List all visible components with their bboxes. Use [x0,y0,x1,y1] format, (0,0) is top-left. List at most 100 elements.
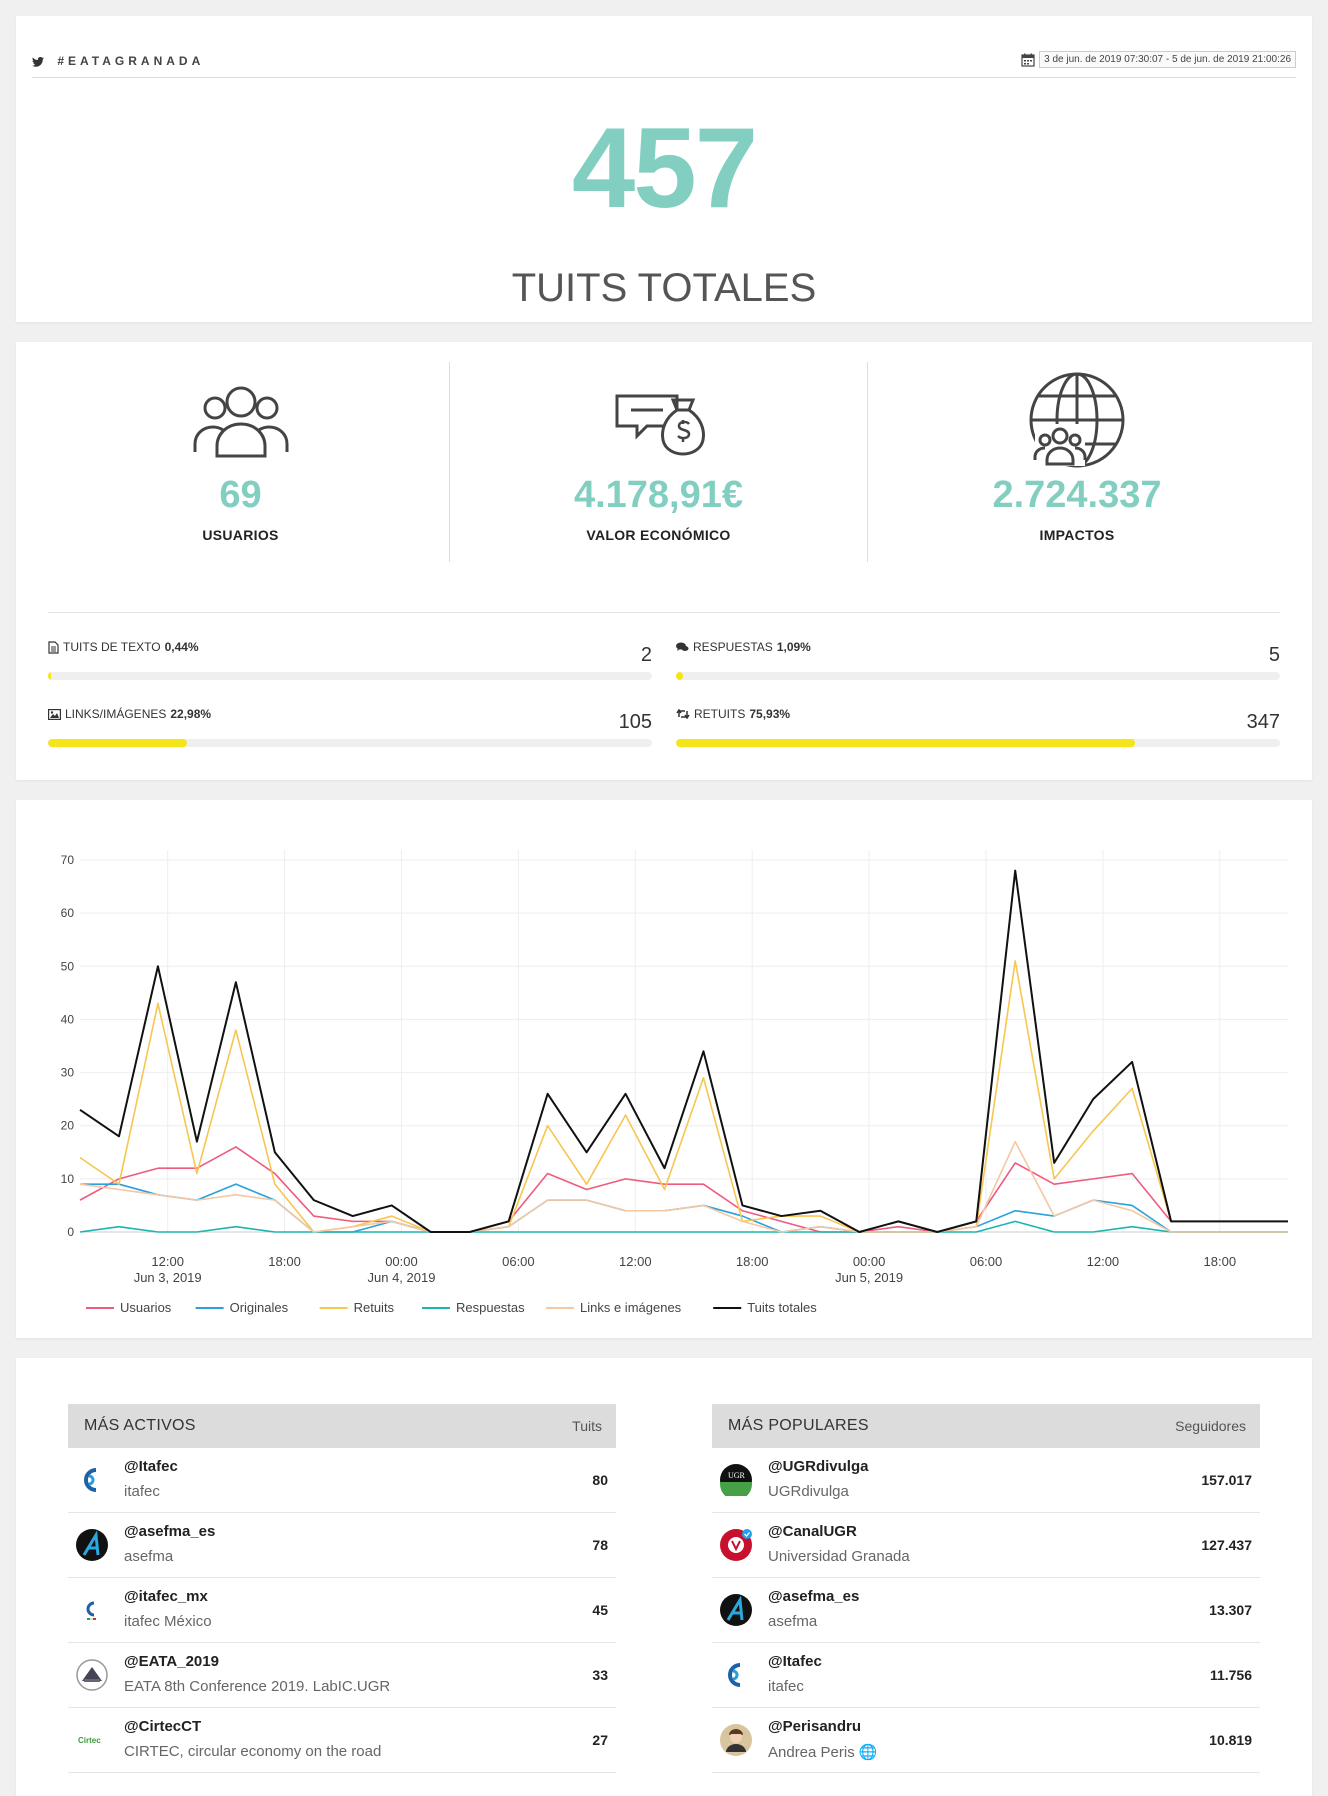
x-tick-label: 12:00 [619,1254,652,1269]
bar-pct: 22,98% [170,707,212,721]
user-name: UGRdivulga [768,1483,849,1500]
user-handle[interactable]: @Itafec [768,1653,822,1670]
avatar[interactable] [720,1594,752,1626]
user-handle[interactable]: @CirtecCT [124,1718,202,1735]
row-value: 10.819 [1209,1732,1252,1748]
user-handle[interactable]: @Perisandru [768,1718,861,1735]
avatar[interactable]: Cirtec [76,1724,108,1756]
rankings-card: MÁS ACTIVOS Tuits @Itafec itafec 80 @asefma… [16,1358,1312,1796]
user-name: itafec México [124,1613,212,1630]
divider [48,612,1280,613]
user-handle[interactable]: @UGRdivulga [768,1458,869,1475]
table-row[interactable]: @EATA_2019 EATA 8th Conference 2019. LabI… [68,1643,616,1708]
bar-label-text: LINKS/IMÁGENES [65,707,167,721]
user-name: itafec [124,1483,160,1500]
table-row[interactable]: @Itafec itafec 11.756 [712,1643,1260,1708]
economic-label: VALOR ECONÓMICO [586,527,731,543]
legend-label: Respuestas [456,1300,525,1315]
y-tick-label: 70 [61,853,75,867]
series-line [79,960,1288,1233]
bar-count: 2 [640,644,652,666]
svg-text:Cirtec: Cirtec [78,1736,101,1745]
table-row[interactable]: @Perisandru Andrea Peris 🌐 10.819 [712,1708,1260,1773]
progress-fill [48,672,51,680]
date-range-picker[interactable]: 3 de jun. de 2019 07:30:07 - 5 de jun. d… [1021,51,1296,68]
table-title: MÁS POPULARES [728,1417,869,1434]
table-row[interactable]: @asefma_es asefma 13.307 [712,1578,1260,1643]
bar-label-text: RESPUESTAS [693,640,773,654]
legend-label: Tuits totales [747,1300,817,1315]
avatar[interactable] [76,1594,108,1626]
money-bag-icon [450,370,867,470]
x-tick-label: 00:00 [385,1254,418,1269]
table-header: MÁS ACTIVOS Tuits [68,1404,616,1448]
x-tick-date-label: Jun 3, 2019 [134,1270,202,1285]
bar-pct: 1,09% [776,640,811,654]
impacts-label: IMPACTOS [1039,527,1115,543]
row-value: 78 [592,1537,608,1553]
avatar[interactable] [720,1529,752,1561]
user-name: itafec [768,1678,804,1695]
table-title: MÁS ACTIVOS [84,1417,196,1434]
user-name: CIRTEC, circular economy on the road [124,1743,382,1760]
user-handle[interactable]: @Itafec [124,1458,178,1475]
user-name: Universidad Granada [768,1548,910,1565]
progress-fill [48,739,187,747]
x-tick-label: 18:00 [268,1254,301,1269]
bar-count: 347 [1246,711,1280,733]
stat-impacts: 2.724.337 IMPACTOS [868,362,1286,562]
hashtag-text: #EATAGRANADA [57,54,205,68]
bar-label-text: TUITS DE TEXTO [63,640,161,654]
row-value: 13.307 [1209,1602,1252,1618]
bar-count: 5 [1268,644,1280,666]
row-value: 33 [592,1667,608,1683]
series-line [79,1220,1288,1233]
series-line [79,1146,1288,1233]
avatar[interactable] [76,1464,108,1496]
user-handle[interactable]: @asefma_es [124,1523,216,1540]
stat-economic-value: 4.178,91€ VALOR ECONÓMICO [450,362,868,562]
user-handle[interactable]: @itafec_mx [124,1588,208,1605]
avatar[interactable] [76,1529,108,1561]
economic-value: 4.178,91€ [573,474,744,516]
y-tick-label: 40 [61,1012,75,1026]
bar-label-text: RETUITS [694,707,746,721]
globe-users-icon [868,370,1286,470]
x-tick-label: 12:00 [1087,1254,1120,1269]
row-value: 45 [592,1602,608,1618]
avatar[interactable] [720,1724,752,1756]
table-row[interactable]: UGR @UGRdivulga UGRdivulga 157.017 [712,1448,1260,1513]
table-row[interactable]: @CanalUGR Universidad Granada 127.437 [712,1513,1260,1578]
retweet-icon [676,709,690,719]
comments-icon [676,642,689,651]
svg-text:UGR: UGR [728,1471,746,1480]
x-tick-label: 00:00 [853,1254,886,1269]
calendar-icon [1021,53,1035,67]
total-tweets-label: TUITS TOTALES [511,266,817,310]
user-handle[interactable]: @EATA_2019 [124,1653,219,1670]
legend-label: Originales [230,1300,289,1315]
user-name: asefma [124,1548,174,1565]
y-tick-label: 60 [61,906,75,920]
table-row[interactable]: Cirtec @CirtecCT CIRTEC, circular economy … [68,1708,616,1773]
table-row[interactable]: @Itafec itafec 80 [68,1448,616,1513]
bar-pct: 0,44% [164,640,199,654]
avatar[interactable] [76,1659,108,1691]
y-tick-label: 30 [61,1066,75,1080]
row-value: 11.756 [1209,1667,1252,1683]
progress-track [48,672,652,680]
progress-fill [676,739,1135,747]
progress-track [676,739,1280,747]
most-active-table: MÁS ACTIVOS Tuits @Itafec itafec 80 @asefma… [68,1404,616,1773]
user-handle[interactable]: @CanalUGR [768,1523,857,1540]
y-tick-label: 0 [67,1225,74,1239]
progress-track [676,672,1280,680]
user-handle[interactable]: @asefma_es [768,1588,860,1605]
impacts-value: 2.724.337 [992,474,1162,516]
avatar[interactable] [720,1659,752,1691]
bar-count: 105 [618,711,652,733]
avatar[interactable]: UGR [720,1464,752,1500]
